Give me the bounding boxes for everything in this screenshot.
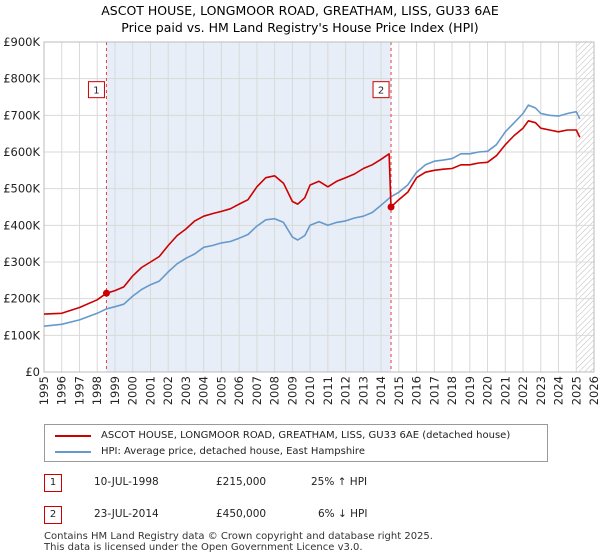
x-tick-label: 2011 [321,376,335,405]
x-tick-label: 2020 [481,376,495,405]
annotation-box [87,81,105,99]
legend-label-property: ASCOT HOUSE, LONGMOOR ROAD, GREATHAM, LI… [101,430,511,441]
transaction-badge: 1 [44,474,62,492]
x-tick-label: 2026 [587,376,600,405]
chart-subtitle: Price paid vs. HM Land Registry's House … [121,20,478,35]
x-tick-label: 2021 [498,376,512,405]
x-tick-label: 2022 [516,376,530,405]
plot-border [43,41,595,373]
x-tick-label: 2007 [250,376,264,405]
x-tick-label: 2005 [214,376,228,405]
x-tick-label: 2009 [285,376,299,405]
footer-licence: This data is licensed under the Open Gov… [44,542,363,553]
x-tick-label: 2025 [569,376,583,405]
property-price-line [43,120,581,315]
legend-item-hpi: HPI: Average price, detached house, East… [55,446,365,457]
annotation-box [372,81,390,99]
transaction-price: £450,000 [216,508,267,520]
sale-point [102,289,110,297]
legend: ASCOT HOUSE, LONGMOOR ROAD, GREATHAM, LI… [44,424,548,462]
x-tick-label: 2010 [303,376,317,405]
price-chart: ASCOT HOUSE, LONGMOOR ROAD, GREATHAM, LI… [3,3,600,405]
x-tick-label: 2014 [374,376,388,405]
legend-swatch-hpi [55,450,91,453]
x-tick-label: 2019 [463,376,477,405]
transaction-date: 10-JUL-1998 [94,476,159,488]
x-tick-label: 2016 [410,376,424,405]
hpi-line [43,104,581,327]
y-tick-label: £700K [3,108,40,122]
x-tick-label: 2015 [392,376,406,405]
transaction-hpi-change: 6% ↓ HPI [318,508,368,520]
y-tick-label: £800K [3,72,40,86]
x-tick-label: 1999 [108,376,122,405]
legend-label-hpi: HPI: Average price, detached house, East… [101,446,365,457]
legend-swatch-property [55,434,91,437]
x-tick-label: 1998 [90,376,104,405]
x-tick-label: 2008 [268,376,282,405]
y-tick-label: £400K [3,218,40,232]
footer-copyright: Contains HM Land Registry data © Crown c… [44,531,433,542]
y-tick-label: £900K [3,35,40,49]
x-tick-label: 2017 [427,376,441,405]
x-tick-label: 2006 [232,376,246,405]
x-tick-label: 2001 [143,376,157,405]
annotation-label: 1 [93,86,99,97]
x-tick-label: 1997 [72,376,86,405]
y-tick-label: £600K [3,145,40,159]
footer: Contains HM Land Registry data © Crown c… [44,531,584,553]
sale-point [387,203,395,211]
table-row: 2 23-JUL-2014 £450,000 6% ↓ HPI [44,506,444,524]
x-tick-label: 2012 [339,376,353,405]
y-tick-label: £100K [3,328,40,342]
x-tick-label: 2000 [126,376,140,405]
x-tick-label: 2004 [197,376,211,405]
table-row: 1 10-JUL-1998 £215,000 25% ↑ HPI [44,474,444,492]
forecast-hatch-region [576,42,594,372]
x-tick-label: 2023 [534,376,548,405]
chart-title: ASCOT HOUSE, LONGMOOR ROAD, GREATHAM, LI… [101,3,499,18]
legend-item-property: ASCOT HOUSE, LONGMOOR ROAD, GREATHAM, LI… [55,430,510,441]
x-tick-label: 1995 [37,376,51,405]
transaction-badge: 2 [44,506,62,524]
x-tick-label: 1996 [55,376,69,405]
transaction-hpi-change: 25% ↑ HPI [311,476,368,488]
annotation-label: 2 [378,86,384,97]
x-tick-label: 2018 [445,376,459,405]
ownership-shaded-region [106,42,392,372]
y-tick-label: £0 [25,365,40,379]
y-tick-label: £500K [3,182,40,196]
x-tick-label: 2024 [552,376,566,405]
transaction-date: 23-JUL-2014 [94,508,159,520]
y-tick-label: £200K [3,292,40,306]
x-tick-label: 2013 [356,376,370,405]
x-tick-label: 2002 [161,376,175,405]
y-tick-label: £300K [3,255,40,269]
transaction-price: £215,000 [216,476,267,488]
x-tick-label: 2003 [179,376,193,405]
